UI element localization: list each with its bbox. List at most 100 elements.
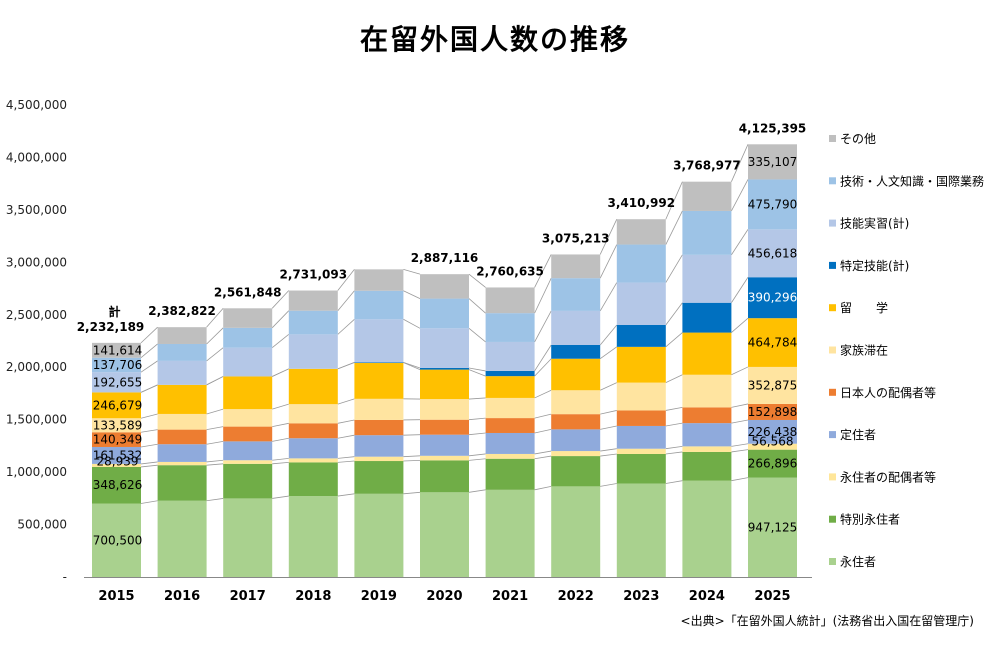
data-label: 137,706 [93,358,143,372]
legend-swatch [829,304,836,312]
connector-line [599,346,618,360]
connector-line [534,450,552,455]
bar-segment [616,453,666,484]
connector-line [337,269,355,291]
connector-line [600,453,617,457]
bar-segment [420,328,469,368]
bar-segment [92,463,141,467]
bar-segment [748,229,797,278]
bar-segment [485,313,535,342]
bar-segment [157,360,207,385]
bar-segment [616,483,666,577]
bar-segment [223,327,273,348]
bar-segment [682,181,732,211]
connector-line [272,461,289,465]
bar-segment [288,310,338,335]
bar-segment [354,461,404,494]
bar-segment [420,419,469,435]
y-tick-label: 4,500,000 [6,98,67,112]
bar-segment [551,344,601,359]
connector-line [403,459,421,462]
bar-segment [223,441,273,461]
connector-line [600,410,617,415]
x-tick-label: 2015 [98,589,134,604]
bar-segment [157,500,207,577]
bar-segment [551,414,601,430]
bar-segment [223,347,273,377]
legend-swatch [829,261,836,269]
bar-segment [748,179,797,230]
connector-line [534,428,552,434]
bar-segment [223,409,273,427]
bar-segment [551,358,601,391]
bar-segment [551,390,601,415]
bar-segment [616,219,666,245]
connector-line [534,310,552,343]
bar-segment [354,269,404,291]
connector-line [468,432,486,436]
connector-line [271,290,290,309]
connector-line [206,408,224,415]
data-label: 456,618 [748,246,798,260]
legend-swatch [829,346,836,354]
x-tick-label: 2023 [623,589,659,604]
legend-swatch [829,135,836,142]
connector-line [140,413,158,419]
connector-line [665,445,683,450]
data-label: 192,655 [93,375,143,389]
bar-segment [616,410,666,426]
legend-swatch [829,431,836,439]
bar-segment [157,465,207,501]
connector-line [403,362,421,369]
legend-label: 特別永住者 [840,512,900,527]
bar-segment [354,419,404,436]
x-tick-label: 2017 [230,589,266,604]
total-prefix-label: 計 [108,304,120,319]
connector-line [600,448,617,452]
connector-line [534,358,552,377]
connector-line [140,360,158,373]
y-tick-label: 2,000,000 [6,360,67,374]
bar-segment [354,435,404,457]
connector-line [272,457,289,461]
bar-segment [616,425,666,449]
bar-segment [682,254,732,303]
connector-line [140,443,158,448]
connector-line [468,367,486,372]
connector-line [600,382,617,391]
total-label: 2,731,093 [280,268,348,282]
connector-line [665,332,683,348]
connector-line [272,422,289,427]
connector-line [337,398,355,405]
bar-segment [288,423,338,439]
bar-segment [223,463,273,499]
connector-line [206,459,224,463]
connector-line [337,460,355,463]
bar-segment [420,455,469,461]
connector-line [403,290,421,299]
connector-line [534,344,552,372]
bar-segment [420,369,469,400]
connector-line [140,464,158,468]
bar-segment [223,308,273,328]
bar-segment [354,398,404,420]
bar-segment [748,449,797,478]
bar-segment [420,298,469,329]
connector-line [534,278,552,314]
data-label: 348,626 [93,478,143,492]
connector-line [403,268,421,275]
connector-line [140,384,158,393]
data-label: 390,296 [748,291,798,305]
connector-line [731,366,749,376]
bar-segment [551,451,601,457]
connector-line [206,376,224,386]
bar-segment [288,290,338,311]
x-tick-label: 2024 [689,589,725,604]
bar-segment [157,384,207,414]
connector-line [599,244,618,279]
bar-segment [223,376,273,410]
connector-line [600,425,617,430]
bar-segment [92,392,141,419]
bar-segment [682,480,732,577]
x-tick-label: 2025 [754,589,790,604]
